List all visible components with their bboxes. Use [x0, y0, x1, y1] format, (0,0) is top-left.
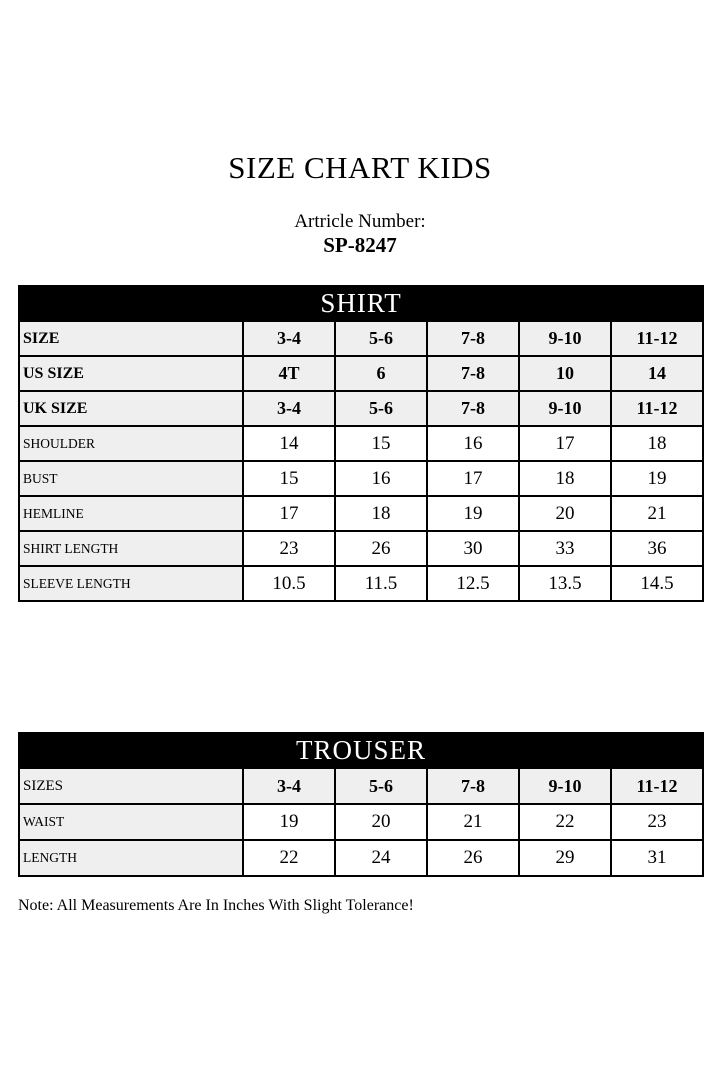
table-cell: 15 — [334, 425, 428, 462]
table-row-uk-size: UK SIZE 3-4 5-6 7-8 9-10 11-12 — [18, 390, 705, 427]
table-cell: 9-10 — [518, 390, 612, 427]
table-cell: 18 — [518, 460, 612, 497]
table-row-shoulder: SHOULDER 14 15 16 17 18 — [18, 425, 705, 462]
trouser-table-title-row: TROUSER — [17, 732, 705, 769]
table-cell: 24 — [334, 839, 428, 877]
shirt-size-table: SHIRT SIZE 3-4 5-6 7-8 9-10 11-12 US SIZ… — [17, 285, 705, 602]
table-cell: 5-6 — [334, 390, 428, 427]
table-row-length: LENGTH 22 24 26 29 31 — [18, 839, 705, 877]
table-cell: 19 — [426, 495, 520, 532]
table-cell: 6 — [334, 355, 428, 392]
table-cell: 3-4 — [242, 390, 336, 427]
table-row-us-size: US SIZE 4T 6 7-8 10 14 — [18, 355, 705, 392]
table-cell: 3-4 — [242, 767, 336, 805]
table-cell: 22 — [242, 839, 336, 877]
table-cell: 7-8 — [426, 767, 520, 805]
table-cell: 16 — [334, 460, 428, 497]
table-cell: 21 — [426, 803, 520, 841]
table-cell: 4T — [242, 355, 336, 392]
table-cell: 7-8 — [426, 320, 520, 357]
table-cell: 10 — [518, 355, 612, 392]
page-title: SIZE CHART KIDS — [228, 150, 492, 185]
table-cell: 19 — [242, 803, 336, 841]
table-cell: 10.5 — [242, 565, 336, 602]
table-cell: 26 — [334, 530, 428, 567]
table-cell: 7-8 — [426, 355, 520, 392]
measurement-note: Note: All Measurements Are In Inches Wit… — [18, 897, 414, 914]
table-cell: 13.5 — [518, 565, 612, 602]
table-cell: 17 — [426, 460, 520, 497]
table-cell: 15 — [242, 460, 336, 497]
table-cell: 14 — [242, 425, 336, 462]
table-cell: 9-10 — [518, 767, 612, 805]
table-row-bust: BUST 15 16 17 18 19 — [18, 460, 705, 497]
table-cell: 18 — [334, 495, 428, 532]
table-cell: 20 — [334, 803, 428, 841]
table-cell: 30 — [426, 530, 520, 567]
table-cell: 11.5 — [334, 565, 428, 602]
table-cell: 17 — [242, 495, 336, 532]
row-label: SHIRT LENGTH — [18, 530, 244, 567]
table-cell: 5-6 — [334, 320, 428, 357]
table-cell: 21 — [609, 495, 705, 532]
shirt-table-title: SHIRT — [17, 285, 705, 322]
row-label: UK SIZE — [18, 390, 244, 427]
table-cell: 14.5 — [609, 565, 705, 602]
table-cell: 29 — [518, 839, 612, 877]
table-cell: 11-12 — [609, 767, 705, 805]
table-row-sizes: SIZES 3-4 5-6 7-8 9-10 11-12 — [18, 767, 705, 805]
table-row-hemline: HEMLINE 17 18 19 20 21 — [18, 495, 705, 532]
row-label: SIZES — [18, 767, 244, 805]
table-cell: 16 — [426, 425, 520, 462]
article-number-value: SP-8247 — [323, 233, 397, 257]
table-cell: 17 — [518, 425, 612, 462]
table-cell: 7-8 — [426, 390, 520, 427]
table-cell: 14 — [609, 355, 705, 392]
row-label: WAIST — [18, 803, 244, 841]
table-row-sleeve-length: SLEEVE LENGTH 10.5 11.5 12.5 13.5 14.5 — [18, 565, 705, 602]
row-label: SHOULDER — [18, 425, 244, 462]
table-cell: 12.5 — [426, 565, 520, 602]
table-cell: 11-12 — [609, 390, 705, 427]
row-label: LENGTH — [18, 839, 244, 877]
table-cell: 9-10 — [518, 320, 612, 357]
table-row-waist: WAIST 19 20 21 22 23 — [18, 803, 705, 841]
article-number-label: Artricle Number: — [294, 211, 426, 232]
table-cell: 23 — [242, 530, 336, 567]
row-label: HEMLINE — [18, 495, 244, 532]
shirt-table-title-row: SHIRT — [17, 285, 705, 322]
table-cell: 19 — [609, 460, 705, 497]
row-label: BUST — [18, 460, 244, 497]
trouser-table-title: TROUSER — [17, 732, 705, 769]
table-cell: 33 — [518, 530, 612, 567]
row-label: SLEEVE LENGTH — [18, 565, 244, 602]
table-cell: 3-4 — [242, 320, 336, 357]
trouser-size-table: TROUSER SIZES 3-4 5-6 7-8 9-10 11-12 WAI… — [17, 732, 705, 877]
table-cell: 22 — [518, 803, 612, 841]
table-cell: 18 — [609, 425, 705, 462]
table-cell: 31 — [609, 839, 705, 877]
table-cell: 20 — [518, 495, 612, 532]
table-cell: 11-12 — [609, 320, 705, 357]
row-label: US SIZE — [18, 355, 244, 392]
table-cell: 36 — [609, 530, 705, 567]
table-cell: 5-6 — [334, 767, 428, 805]
row-label: SIZE — [18, 320, 244, 357]
table-cell: 23 — [609, 803, 705, 841]
table-cell: 26 — [426, 839, 520, 877]
table-row-shirt-length: SHIRT LENGTH 23 26 30 33 36 — [18, 530, 705, 567]
table-row-size: SIZE 3-4 5-6 7-8 9-10 11-12 — [18, 320, 705, 357]
